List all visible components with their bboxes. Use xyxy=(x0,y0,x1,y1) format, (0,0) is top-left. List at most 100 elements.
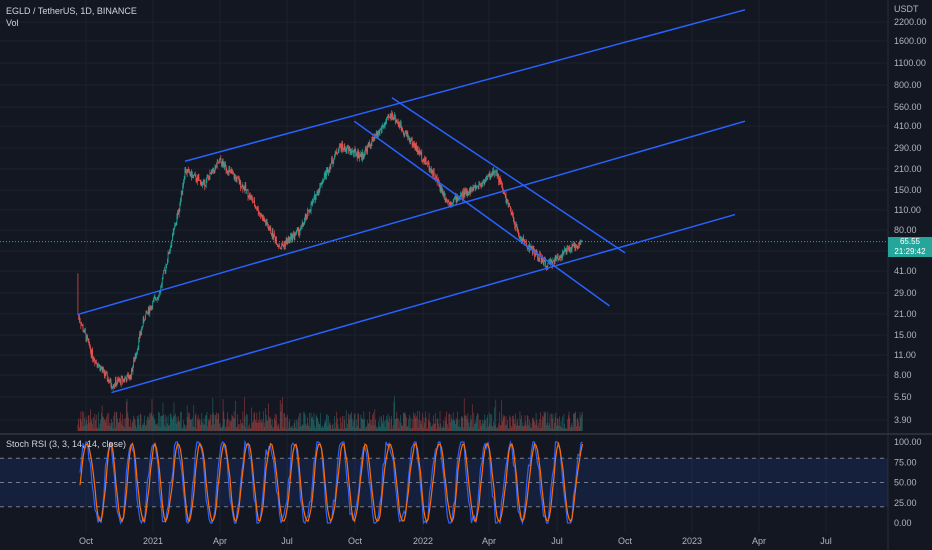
stoch-rsi-label[interactable]: Stoch RSI (3, 3, 14, 14, close) xyxy=(6,439,127,449)
time-tick-label: Apr xyxy=(752,536,766,546)
channel-lower-line xyxy=(111,213,736,394)
candle-body xyxy=(121,377,123,378)
candle-body xyxy=(254,205,256,207)
volume-bar xyxy=(230,420,232,431)
candle-body xyxy=(279,246,280,248)
price-tick-label: 1600.00 xyxy=(894,36,927,46)
candle-body xyxy=(108,379,110,383)
candle-body xyxy=(221,161,223,166)
volume-bar xyxy=(202,422,203,431)
stoch-tick-label: 100.00 xyxy=(894,437,922,447)
volume-bar xyxy=(129,426,131,431)
volume-bar xyxy=(142,424,144,431)
candle-body xyxy=(445,199,447,201)
candle-body xyxy=(441,189,443,192)
candle-body xyxy=(359,155,360,159)
time-tick-label: 2021 xyxy=(143,536,163,546)
candle-body xyxy=(453,198,455,200)
candle-body xyxy=(134,356,136,362)
symbol-title[interactable]: EGLD / TetherUS, 1D, BINANCE xyxy=(6,6,137,16)
candle-body xyxy=(273,233,274,238)
volume-bar xyxy=(119,418,121,431)
volume-bar xyxy=(318,421,319,431)
candle-body xyxy=(101,367,102,370)
volume-bar xyxy=(163,414,165,431)
volume-bar xyxy=(123,418,125,431)
volume-bar xyxy=(468,422,469,431)
candle-body xyxy=(455,195,457,203)
volume-bar xyxy=(456,420,458,431)
volume-bar xyxy=(189,413,190,431)
candle-body xyxy=(257,207,258,210)
volume-bar xyxy=(396,411,398,431)
candle-body xyxy=(315,194,316,200)
volume-bar xyxy=(175,423,177,431)
candle-body xyxy=(223,163,225,168)
volume-bar xyxy=(411,419,413,431)
candle-body xyxy=(451,203,453,205)
volume-bar xyxy=(553,428,555,431)
volume-bar xyxy=(449,413,450,431)
volume-bar xyxy=(536,419,538,431)
candle-body xyxy=(476,186,478,187)
volume-bar xyxy=(306,425,307,431)
volume-bar xyxy=(320,427,322,431)
candle-body xyxy=(242,184,244,190)
volume-bar xyxy=(199,418,200,431)
candle-body xyxy=(205,184,206,187)
volume-bar xyxy=(551,418,553,431)
volume-bar xyxy=(205,415,207,431)
volume-bar xyxy=(250,428,252,431)
candle-body xyxy=(347,146,349,148)
volume-bar xyxy=(389,428,391,431)
volume-bar xyxy=(363,411,365,431)
candle-body xyxy=(189,170,190,174)
volume-bar xyxy=(469,421,471,431)
candle-body xyxy=(518,235,520,239)
candle-body xyxy=(313,196,315,201)
candle-body xyxy=(335,151,337,153)
candle-body xyxy=(436,177,438,183)
volume-bar xyxy=(525,421,527,431)
candle-body xyxy=(290,234,292,237)
volume-bar xyxy=(152,416,154,431)
volume-bar xyxy=(276,414,277,431)
volume-bar xyxy=(280,411,282,431)
price-axis: USDT 2200.00 1600.00 1100.00 800.00 560.00 410… xyxy=(894,4,927,425)
candle-body xyxy=(318,190,320,192)
volume-bar xyxy=(477,414,479,431)
candle-body xyxy=(493,170,494,176)
volume-bar xyxy=(305,423,307,431)
candle-body xyxy=(101,369,103,371)
candle-body xyxy=(287,238,289,241)
volume-bar xyxy=(535,412,537,431)
volume-bar xyxy=(534,424,536,431)
stoch-tick-label: 25.00 xyxy=(894,498,917,508)
candle-body xyxy=(361,152,362,159)
volume-bar xyxy=(527,416,529,431)
volume-bar xyxy=(93,428,95,431)
volume-bar xyxy=(334,427,336,431)
candle-body xyxy=(175,222,177,226)
volume-bar xyxy=(338,428,340,431)
volume-bar xyxy=(307,423,309,431)
volume-bar xyxy=(235,427,237,431)
candle-body xyxy=(304,220,305,225)
volume-bar xyxy=(531,427,533,431)
volume-bar xyxy=(381,416,382,431)
volume-bar xyxy=(457,411,458,431)
volume-bar xyxy=(502,414,504,431)
volume-bar xyxy=(328,415,329,431)
candle-body xyxy=(152,301,154,309)
candle-body xyxy=(413,143,415,146)
candle-body xyxy=(352,150,354,151)
volume-bar xyxy=(184,424,186,431)
volume-bar xyxy=(455,424,456,431)
volume-bar xyxy=(180,411,182,431)
volume-bar xyxy=(390,419,392,431)
candle-body xyxy=(495,171,497,173)
volume-bar xyxy=(167,415,169,431)
volume-bar xyxy=(401,425,403,431)
